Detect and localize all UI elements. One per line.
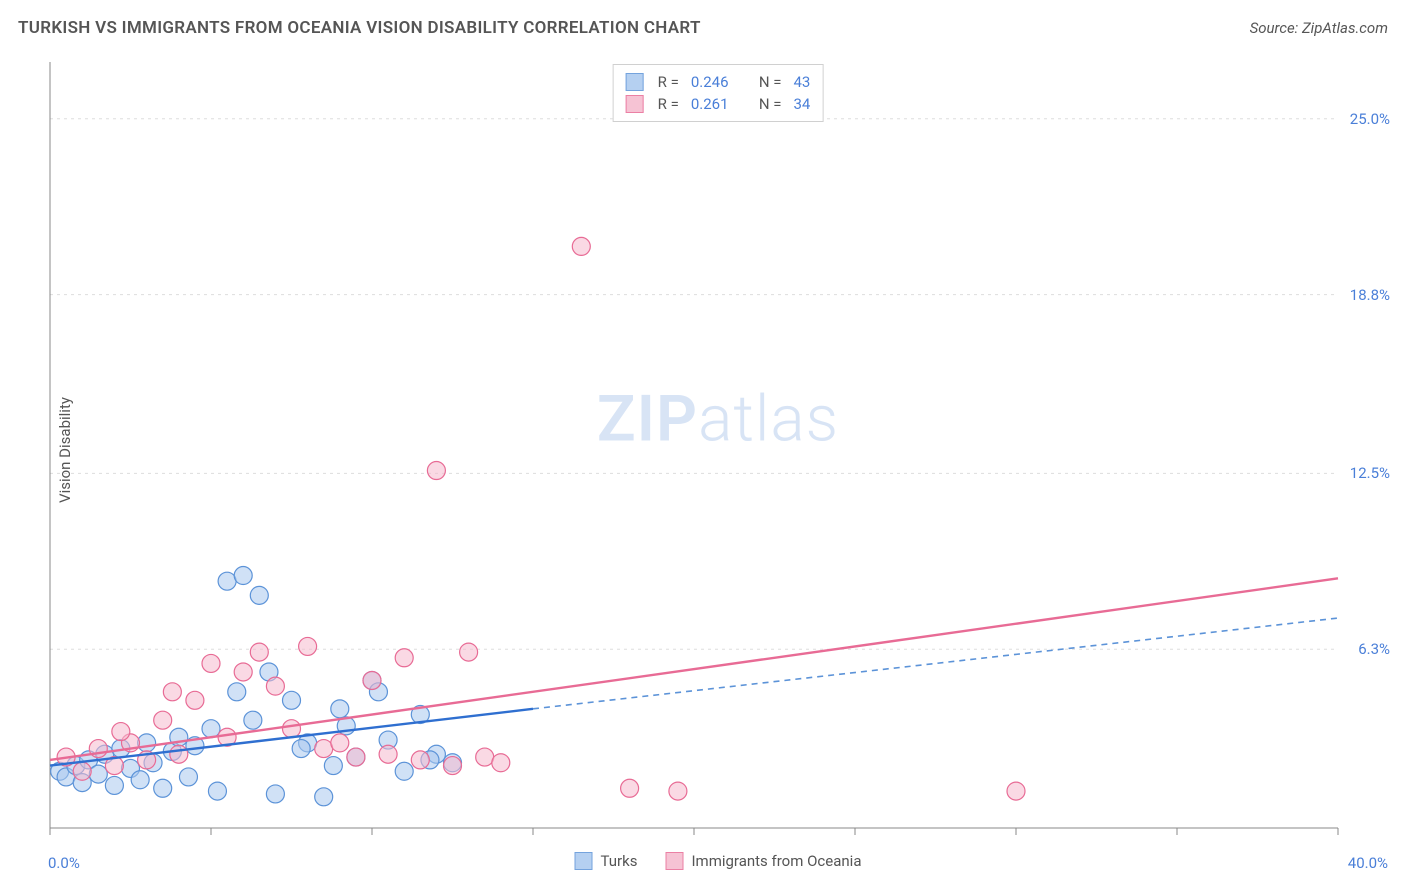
swatch-turks-icon [626, 73, 644, 91]
header: TURKISH VS IMMIGRANTS FROM OCEANIA VISIO… [18, 18, 1388, 38]
n-label: N = [759, 73, 782, 91]
n-label: N = [759, 95, 782, 113]
legend-item-oceania: Immigrants from Oceania [665, 852, 861, 870]
swatch-oceania-icon [665, 852, 683, 870]
chart-area: Vision Disability ZIPatlas R = 0.246 N =… [48, 60, 1388, 840]
y-tick-label: 25.0% [1350, 110, 1390, 128]
legend-label-oceania: Immigrants from Oceania [691, 852, 861, 870]
y-tick-label: 12.5% [1350, 464, 1390, 482]
legend-label-turks: Turks [601, 852, 638, 870]
x-min-label: 0.0% [48, 854, 80, 872]
y-tick-label: 6.3% [1358, 640, 1390, 658]
legend-stats-row-oceania: R = 0.261 N = 34 [626, 93, 811, 115]
legend-series: Turks Immigrants from Oceania [575, 852, 862, 870]
chart-title: TURKISH VS IMMIGRANTS FROM OCEANIA VISIO… [18, 18, 701, 38]
legend-stats: R = 0.246 N = 43 R = 0.261 N = 34 [613, 64, 824, 122]
legend-item-turks: Turks [575, 852, 638, 870]
source-label: Source: ZipAtlas.com [1250, 19, 1388, 37]
swatch-turks-icon [575, 852, 593, 870]
r-value-turks: 0.246 [691, 73, 737, 91]
n-value-oceania: 34 [793, 95, 810, 113]
r-label: R = [658, 73, 679, 91]
x-max-label: 40.0% [1348, 854, 1388, 872]
legend-stats-row-turks: R = 0.246 N = 43 [626, 71, 811, 93]
y-tick-label: 18.8% [1350, 286, 1390, 304]
n-value-turks: 43 [793, 73, 810, 91]
swatch-oceania-icon [626, 95, 644, 113]
r-value-oceania: 0.261 [691, 95, 737, 113]
r-label: R = [658, 95, 679, 113]
scatter-plot [48, 60, 1388, 840]
